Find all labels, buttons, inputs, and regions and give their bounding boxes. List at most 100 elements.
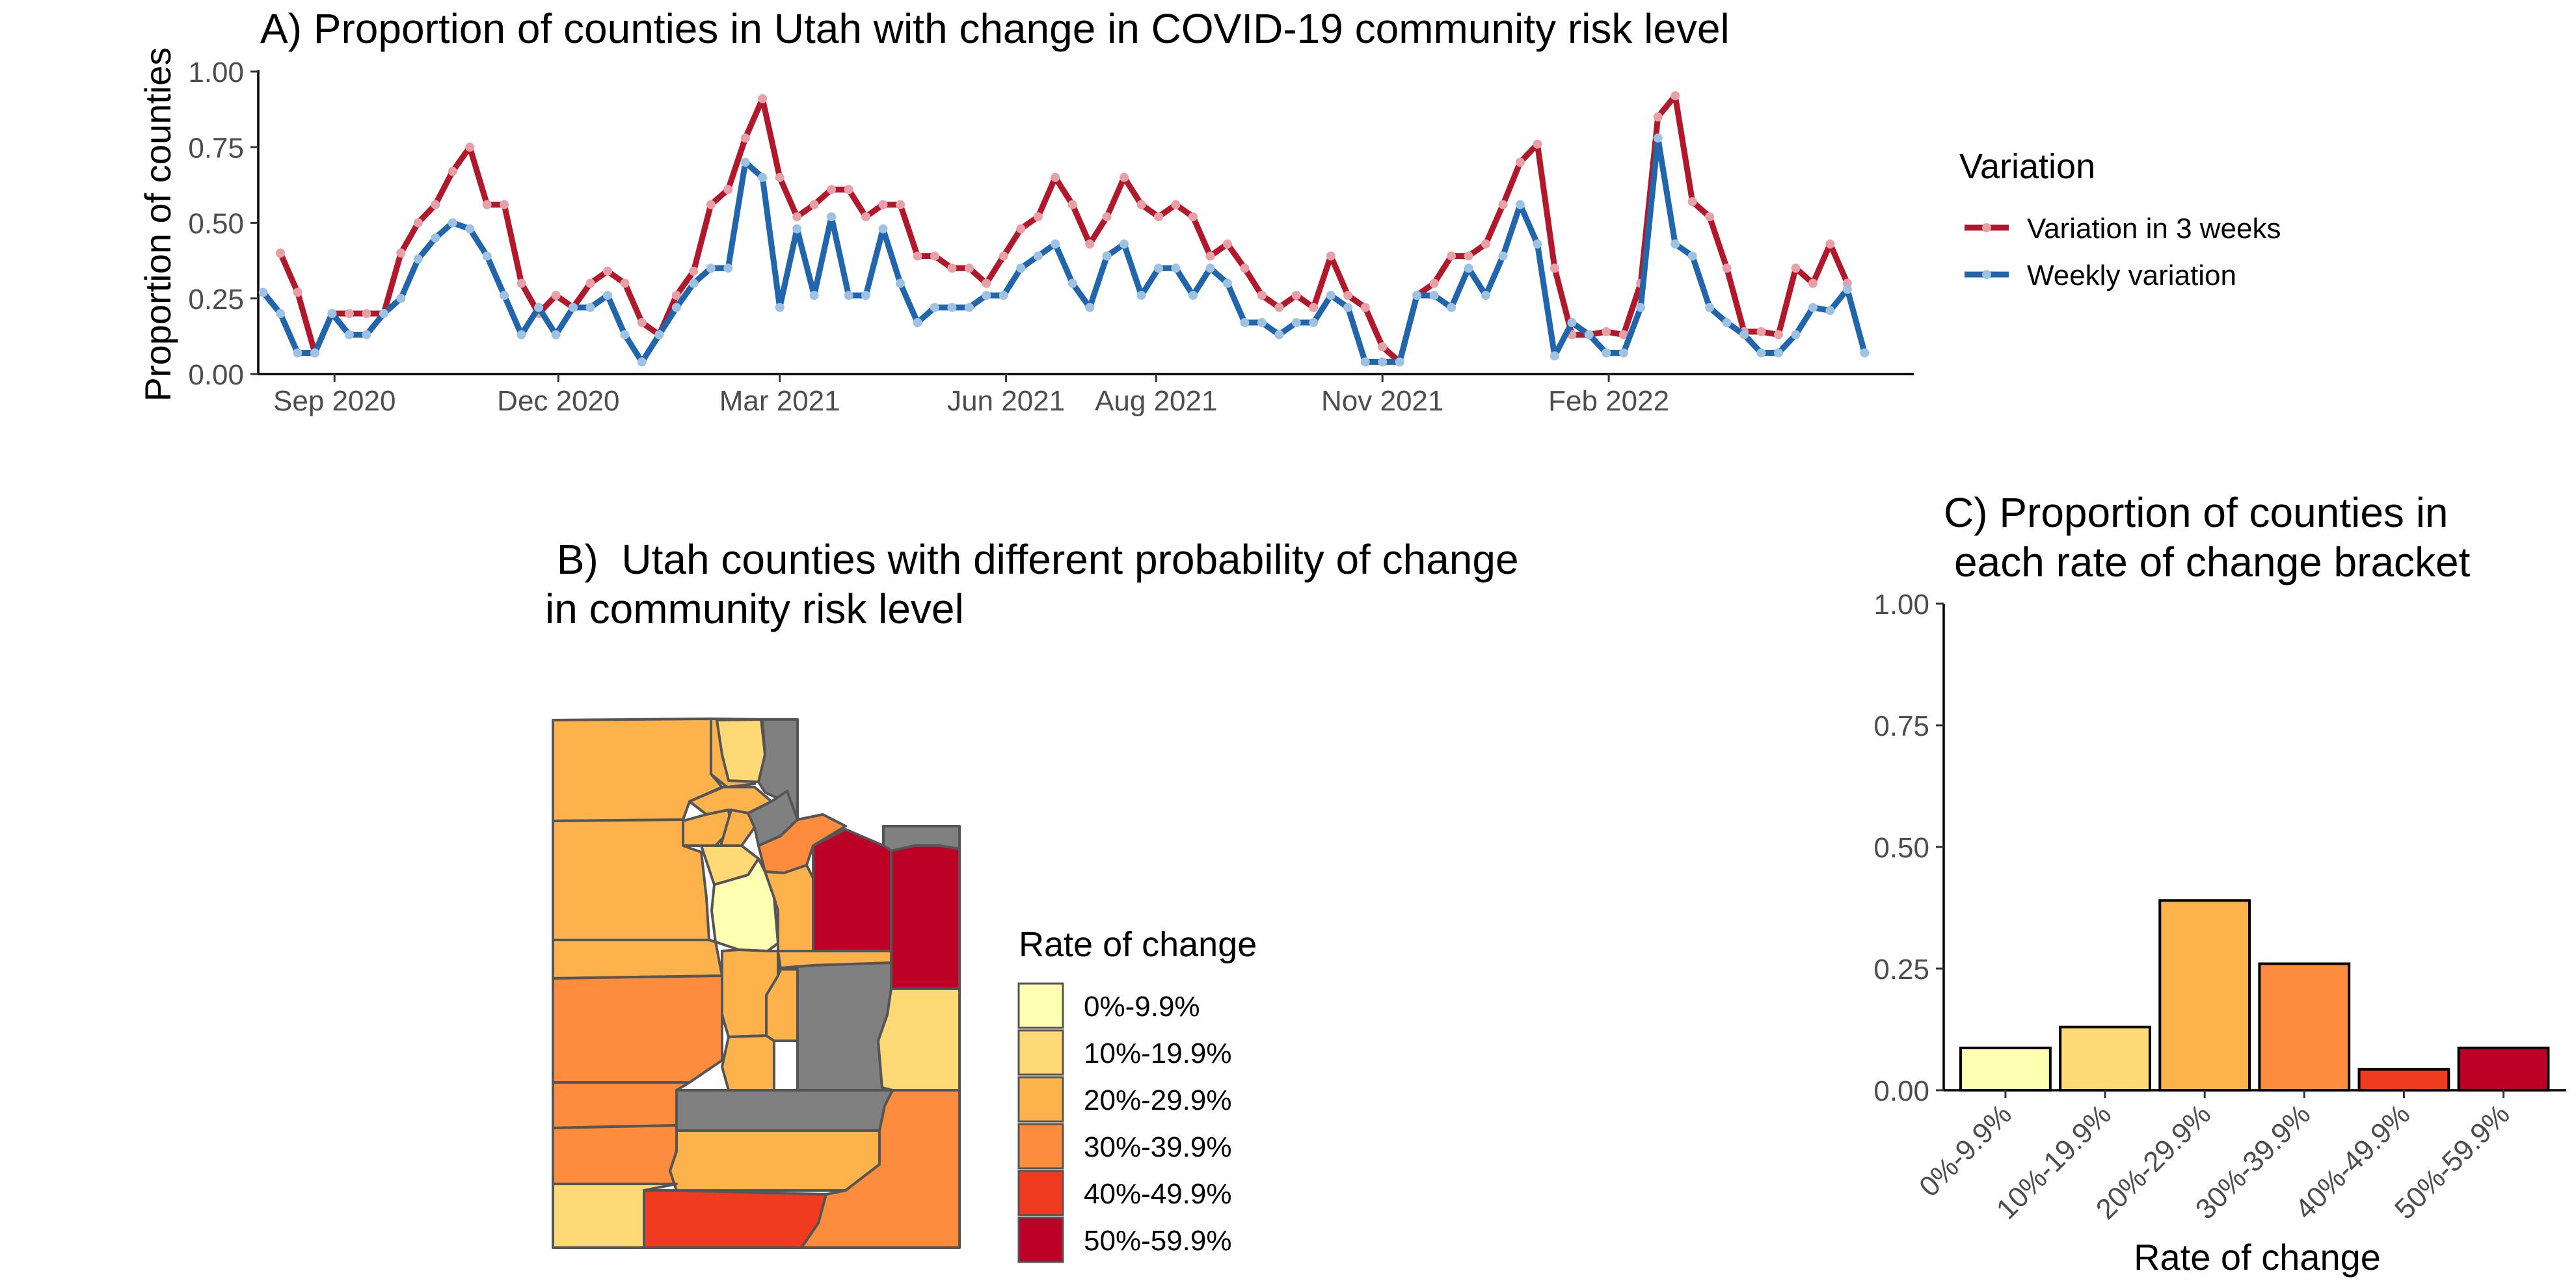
panel-c-bar-chart: C) Proportion of counties in each rate o…	[1873, 489, 2566, 1278]
data-point-variation-in-3-weeks	[1309, 302, 1319, 312]
map-legend-label-0-9-9: 0%-9.9%	[1084, 991, 1200, 1023]
data-point-variation-in-3-weeks	[1618, 330, 1628, 340]
panel-c-title-line-2: each rate of change bracket	[1954, 539, 2471, 585]
data-point-variation-in-3-weeks	[1550, 263, 1559, 273]
data-point-variation-in-3-weeks	[276, 248, 285, 258]
data-point-variation-in-3-weeks	[1378, 342, 1388, 352]
bar-0-9-9	[1959, 1046, 2052, 1092]
data-point-weekly-variation	[792, 224, 802, 234]
panel-a-x-tick-label-dec-2020: Dec 2020	[497, 385, 619, 417]
panel-a-x-tick-label-sep-2020: Sep 2020	[273, 385, 396, 417]
bar-10-19-9	[2059, 1025, 2151, 1092]
data-point-weekly-variation	[1533, 239, 1542, 249]
data-point-variation-in-3-weeks	[396, 248, 406, 258]
data-point-variation-in-3-weeks	[1756, 327, 1766, 336]
data-point-variation-in-3-weeks	[1240, 263, 1250, 273]
data-point-weekly-variation	[1326, 291, 1335, 301]
data-point-weekly-variation	[1429, 291, 1439, 301]
data-point-weekly-variation	[620, 330, 630, 340]
data-point-variation-in-3-weeks	[1774, 330, 1783, 340]
data-point-variation-in-3-weeks	[431, 200, 440, 209]
data-point-weekly-variation	[740, 157, 750, 167]
data-point-variation-in-3-weeks	[517, 278, 526, 288]
data-point-weekly-variation	[1825, 306, 1835, 315]
data-point-weekly-variation	[1791, 330, 1801, 340]
panel-c-title-line-1: C) Proportion of counties in	[1944, 489, 2449, 536]
data-point-variation-in-3-weeks	[809, 200, 819, 209]
data-point-variation-in-3-weeks	[500, 200, 509, 209]
data-point-variation-in-3-weeks	[482, 200, 492, 209]
data-point-weekly-variation	[327, 309, 337, 318]
panel-c-y-tick-label-1-00: 1.00	[1873, 589, 1929, 621]
data-point-weekly-variation	[1464, 263, 1473, 273]
data-point-weekly-variation	[930, 302, 939, 312]
data-point-weekly-variation	[706, 263, 716, 273]
data-point-weekly-variation	[379, 309, 388, 318]
data-point-variation-in-3-weeks	[1033, 212, 1043, 222]
data-point-weekly-variation	[1051, 239, 1060, 249]
data-point-variation-in-3-weeks	[344, 309, 354, 318]
data-point-weekly-variation	[844, 291, 853, 301]
data-point-variation-in-3-weeks	[1533, 139, 1542, 149]
legend-label-weekly: Weekly variation	[2027, 260, 2236, 291]
data-point-weekly-variation	[1498, 251, 1508, 261]
data-point-weekly-variation	[1636, 302, 1646, 312]
bar-40-49-9	[2357, 1067, 2450, 1092]
panel-b-county-map: B) Utah counties with different probabil…	[545, 536, 1519, 1263]
data-point-weekly-variation	[1860, 348, 1870, 358]
map-legend-label-50-59-9: 50%-59.9%	[1084, 1225, 1231, 1257]
panel-a-y-axis-label: Proportion of counties	[137, 47, 178, 402]
map-legend-label-30-39-9: 30%-39.9%	[1084, 1131, 1231, 1163]
data-point-variation-in-3-weeks	[1085, 239, 1095, 249]
data-point-variation-in-3-weeks	[827, 185, 837, 195]
data-point-variation-in-3-weeks	[706, 200, 716, 209]
data-point-weekly-variation	[1756, 348, 1766, 358]
data-point-variation-in-3-weeks	[1257, 291, 1267, 301]
legend-item-variation-3-weeks: Variation in 3 weeks	[1965, 213, 2281, 245]
data-point-weekly-variation	[517, 330, 526, 340]
map-legend-swatch-20-29-9	[1017, 1076, 1064, 1123]
data-point-weekly-variation	[1550, 351, 1559, 361]
panel-a-y-tick-label-0-50: 0.50	[188, 208, 244, 240]
data-point-weekly-variation	[448, 218, 457, 228]
panel-a-y-tick-label-0-25: 0.25	[188, 284, 244, 315]
data-point-variation-in-3-weeks	[844, 185, 853, 195]
bar-30-39-9	[2258, 962, 2351, 1092]
data-point-weekly-variation	[344, 330, 354, 340]
data-point-weekly-variation	[500, 291, 509, 301]
map-legend-title: Rate of change	[1019, 925, 1257, 964]
data-point-weekly-variation	[1188, 291, 1198, 301]
data-point-weekly-variation	[362, 330, 371, 340]
data-point-weekly-variation	[396, 293, 406, 303]
data-point-weekly-variation	[1171, 263, 1181, 273]
data-point-weekly-variation	[1067, 278, 1077, 288]
data-point-variation-in-3-weeks	[620, 278, 630, 288]
data-point-variation-in-3-weeks	[1825, 239, 1835, 249]
panel-a-line-chart: A) Proportion of counties in Utah with c…	[137, 5, 2281, 417]
data-point-weekly-variation	[1395, 357, 1404, 367]
data-point-weekly-variation	[1033, 251, 1043, 261]
data-point-weekly-variation	[1481, 291, 1490, 301]
data-point-weekly-variation	[1774, 348, 1783, 358]
data-point-variation-in-3-weeks	[1670, 91, 1680, 101]
data-point-weekly-variation	[310, 348, 319, 358]
data-point-variation-in-3-weeks	[1222, 239, 1232, 249]
data-point-variation-in-3-weeks	[982, 278, 991, 288]
data-point-weekly-variation	[1274, 330, 1284, 340]
data-point-weekly-variation	[1567, 317, 1577, 327]
data-point-variation-in-3-weeks	[1102, 212, 1112, 222]
data-point-weekly-variation	[1154, 263, 1164, 273]
county-iron	[552, 1124, 678, 1185]
data-point-variation-in-3-weeks	[1171, 200, 1181, 209]
county-kane	[643, 1189, 827, 1249]
data-point-weekly-variation	[1447, 302, 1456, 312]
legend-item-weekly-variation: Weekly variation	[1965, 260, 2236, 291]
data-point-variation-in-3-weeks	[723, 185, 733, 195]
data-point-variation-in-3-weeks	[293, 288, 302, 297]
data-point-weekly-variation	[1085, 302, 1095, 312]
data-point-weekly-variation	[982, 291, 991, 301]
data-point-variation-in-3-weeks	[1291, 291, 1301, 301]
data-point-weekly-variation	[1842, 284, 1852, 294]
data-point-weekly-variation	[758, 172, 768, 182]
data-point-weekly-variation	[861, 291, 870, 301]
